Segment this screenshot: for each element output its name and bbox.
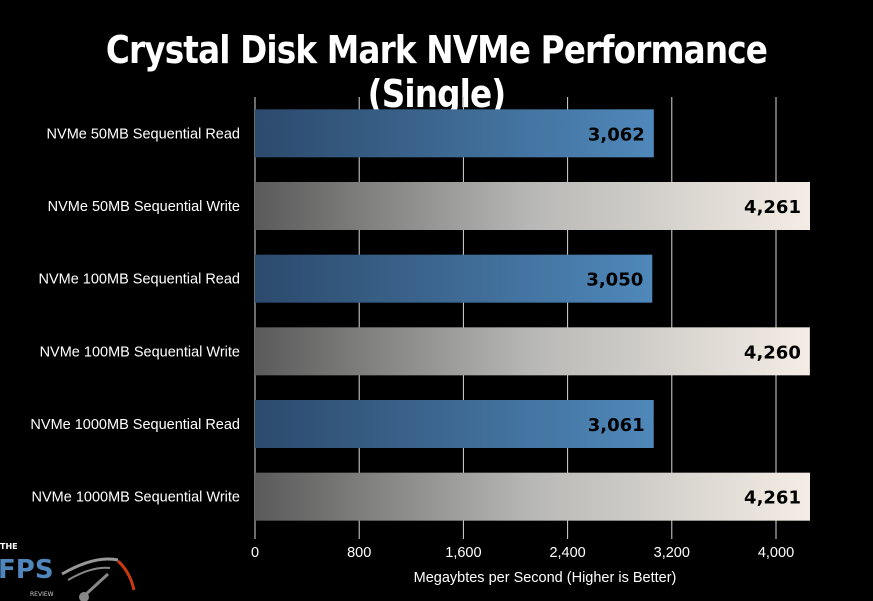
y-category-label: NVMe 100MB Sequential Read [38, 272, 240, 288]
bar [255, 327, 810, 376]
data-label: 3,061 [588, 415, 645, 436]
x-tick-label: 3,200 [654, 545, 690, 561]
x-tick-label: 1,600 [445, 545, 481, 561]
data-label: 3,050 [586, 270, 643, 291]
bar [255, 400, 654, 448]
bar [255, 182, 810, 230]
x-tick-label: 0 [251, 545, 259, 561]
data-label: 4,261 [744, 488, 801, 509]
x-tick-label: 2,400 [549, 545, 585, 561]
y-category-label: NVMe 50MB Sequential Read [47, 126, 240, 142]
chart-title: Crystal Disk Mark NVMe Performance (Sing… [105, 28, 768, 116]
x-tick-label: 4,000 [758, 545, 794, 561]
logo-review: REVIEW [30, 591, 54, 598]
data-label: 4,260 [744, 342, 801, 363]
x-tick-label: 800 [347, 545, 371, 561]
data-label: 3,062 [588, 124, 645, 145]
bar [255, 472, 810, 521]
logo-the: THE [0, 542, 18, 551]
y-category-label: NVMe 1000MB Sequential Read [30, 417, 240, 433]
fps-review-logo: THE FPS REVIEW [0, 542, 136, 601]
bar [255, 109, 654, 158]
y-category-label: NVMe 100MB Sequential Write [40, 344, 240, 360]
x-axis-label: Megaybtes per Second (Higher is Better) [414, 570, 677, 586]
logo-fps: FPS [0, 555, 54, 585]
y-category-label: NVMe 50MB Sequential Write [48, 199, 240, 215]
bar [255, 254, 653, 303]
data-label: 4,261 [744, 197, 801, 218]
y-category-label: NVMe 1000MB Sequential Write [32, 490, 240, 506]
